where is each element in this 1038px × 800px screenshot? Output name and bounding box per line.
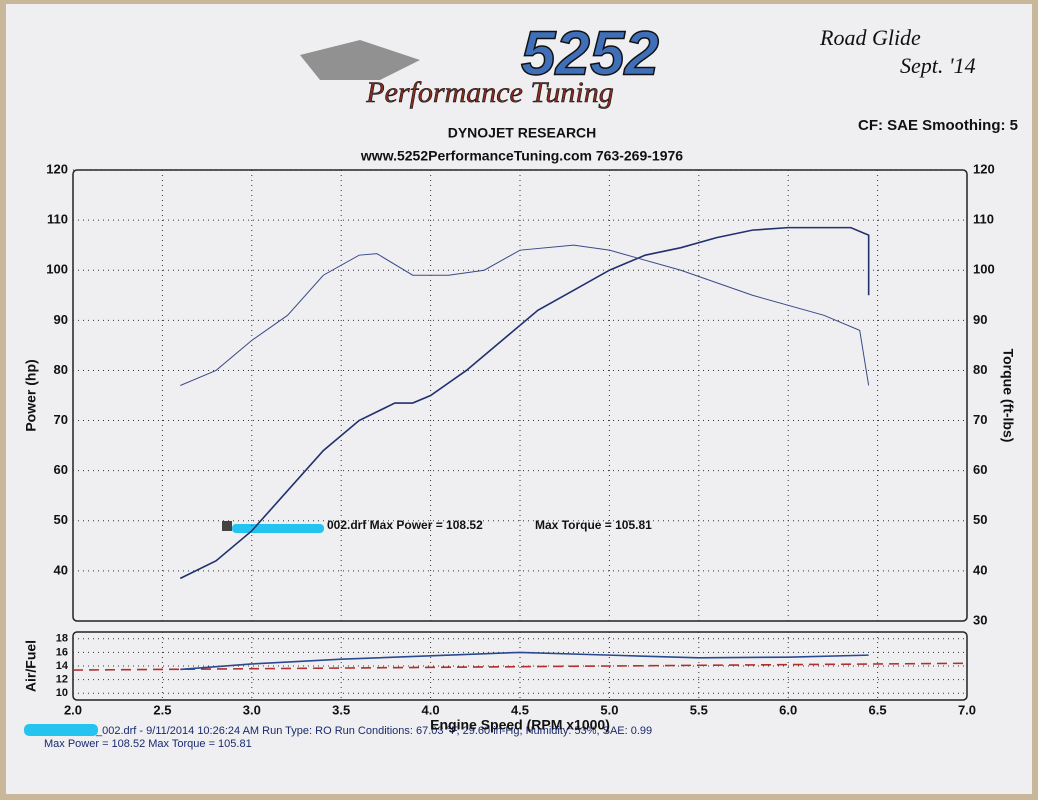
data-line	[180, 651, 869, 671]
y2-tick-label: 90	[973, 312, 987, 327]
x-tick-label: 4.0	[422, 702, 440, 717]
settings: CF: SAE Smoothing: 5	[858, 117, 1018, 134]
y2-tick-label: 110	[973, 212, 994, 227]
paper	[6, 4, 1032, 794]
redaction	[24, 724, 98, 736]
handwritten-note: Sept. '14	[900, 53, 976, 78]
y2-axis-label: Torque (ft-lbs)	[1000, 349, 1016, 443]
data-line	[180, 244, 870, 386]
y-tick-label: 16	[56, 646, 68, 658]
y2-tick-label: 40	[973, 562, 987, 577]
y-tick-label: 12	[56, 674, 68, 686]
contact: www.5252PerformanceTuning.com 763-269-19…	[360, 148, 683, 164]
y-tick-label: 50	[54, 512, 68, 527]
y-tick-label: 90	[54, 312, 68, 327]
x-tick-label: 7.0	[958, 702, 976, 717]
y-axis-label: Power (hp)	[23, 359, 39, 431]
y-tick-label: 18	[56, 633, 68, 645]
y-tick-label: 110	[47, 212, 68, 227]
logo-number: 5252	[521, 19, 659, 88]
y2-tick-label: 50	[973, 512, 987, 527]
footer-summary: Max Power = 108.52 Max Torque = 105.81	[44, 738, 252, 750]
x-tick-label: 3.5	[332, 702, 350, 717]
y2-tick-label: 120	[973, 161, 995, 176]
y-tick-label: 40	[54, 562, 68, 577]
handwritten-note: Road Glide	[819, 25, 921, 50]
x-tick-label: 2.0	[64, 702, 82, 717]
legend-swatch	[222, 521, 232, 531]
x-tick-label: 5.5	[690, 702, 708, 717]
data-line	[179, 226, 870, 580]
data-line	[72, 662, 968, 671]
x-tick-label: 5.0	[600, 702, 618, 717]
x-tick-label: 3.0	[243, 702, 261, 717]
y2-tick-label: 100	[973, 262, 995, 277]
y-tick-label: 120	[46, 161, 68, 176]
y-axis-label: Air/Fuel	[23, 640, 39, 692]
company: DYNOJET RESEARCH	[448, 125, 597, 141]
logo: 5252 Performance Tuning	[300, 19, 660, 109]
y2-tick-label: 60	[973, 462, 987, 477]
x-tick-label: 4.5	[511, 702, 529, 717]
y2-tick-label: 70	[973, 412, 987, 427]
x-tick-label: 2.5	[153, 702, 171, 717]
x-axis-label: Engine Speed (RPM x1000)	[430, 717, 610, 733]
y2-tick-label: 80	[973, 362, 987, 377]
annotation: 002.drf Max Power = 108.52	[327, 518, 483, 532]
redaction	[232, 524, 324, 533]
y-tick-label: 80	[54, 362, 68, 377]
y-tick-label: 10	[56, 687, 68, 699]
x-tick-label: 6.0	[779, 702, 797, 717]
annotation: Max Torque = 105.81	[535, 518, 652, 532]
footer-run-info: _002.drf - 9/11/2014 10:26:24 AM Run Typ…	[95, 725, 652, 737]
x-tick-label: 6.5	[869, 702, 887, 717]
y-tick-label: 100	[46, 262, 68, 277]
y-tick-label: 14	[56, 660, 69, 672]
logo-text: Performance Tuning	[365, 76, 614, 109]
y-tick-label: 60	[54, 462, 68, 477]
y2-tick-label: 30	[973, 612, 987, 627]
y-tick-label: 70	[54, 412, 68, 427]
